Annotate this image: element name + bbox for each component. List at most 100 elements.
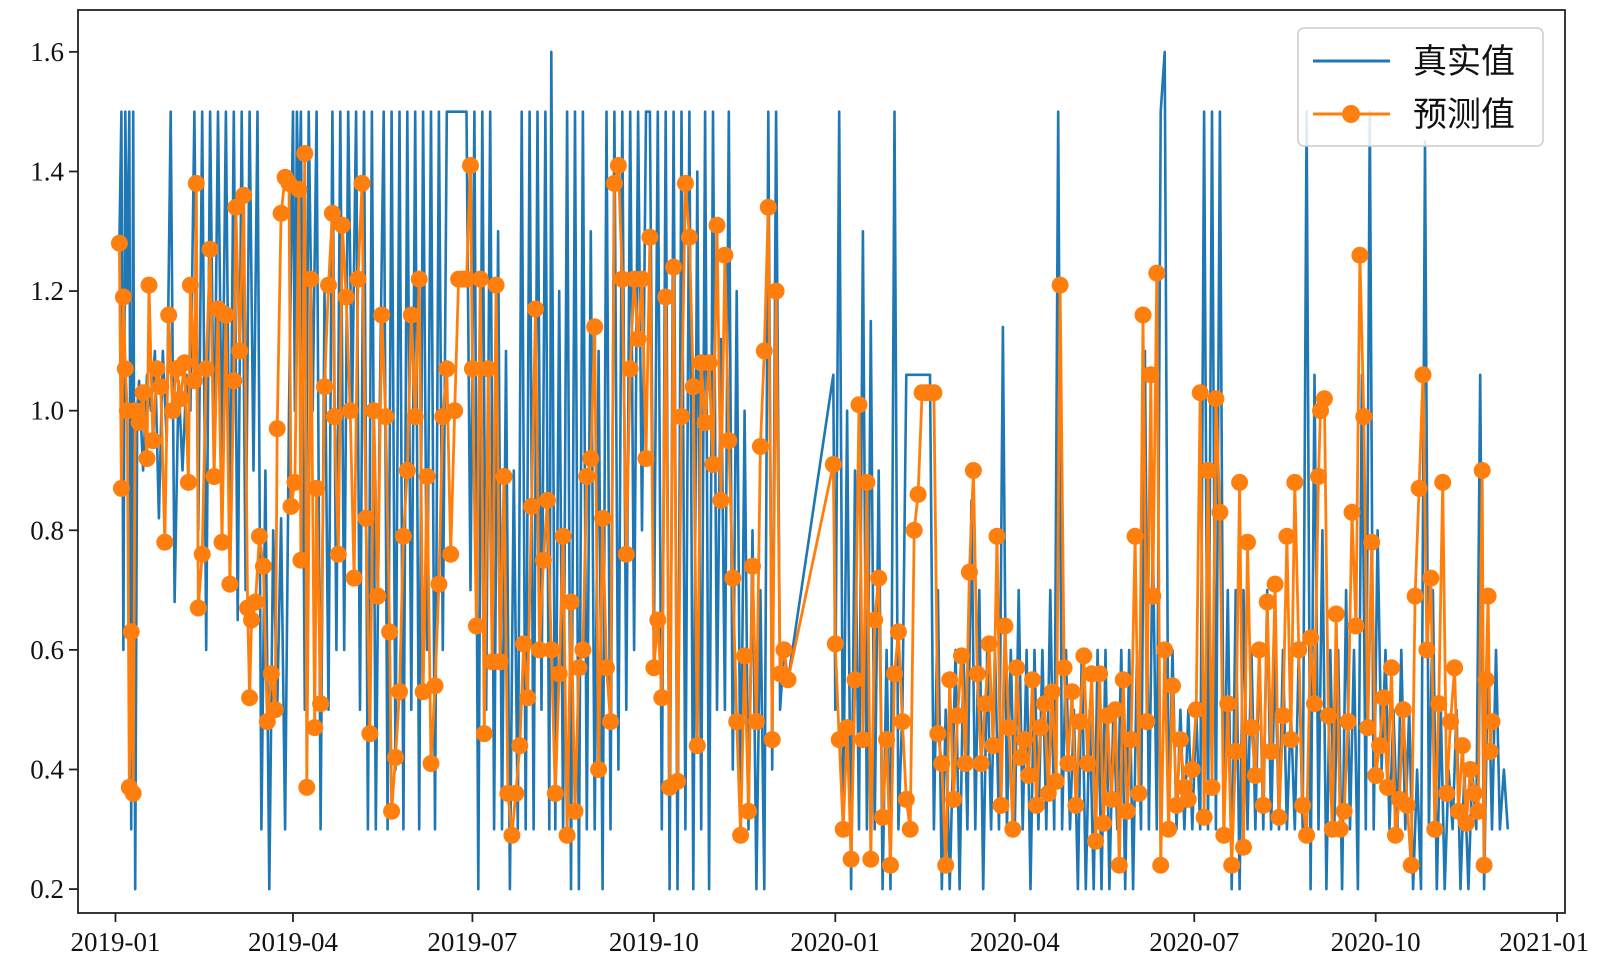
data-point (1207, 390, 1225, 408)
data-point (1134, 306, 1152, 324)
data-point (531, 641, 548, 659)
data-point (824, 456, 842, 473)
data-point (673, 408, 690, 426)
data-point (941, 671, 959, 689)
data-point (1079, 755, 1097, 772)
data-point (152, 378, 170, 396)
data-point (369, 587, 387, 605)
data-point (1347, 617, 1365, 635)
data-point (250, 527, 268, 545)
y-tick-label: 1.6 (30, 37, 64, 67)
data-point (633, 270, 651, 288)
data-point (1363, 533, 1381, 551)
data-point (1294, 796, 1312, 814)
data-point (846, 671, 864, 689)
data-point (704, 456, 722, 473)
data-point (377, 408, 395, 426)
data-point (1438, 784, 1456, 802)
x-tick-label: 2020-04 (970, 927, 1060, 957)
data-point (225, 372, 243, 390)
data-point (1195, 808, 1213, 826)
data-point (755, 342, 773, 360)
data-point (112, 479, 130, 497)
data-point (312, 695, 330, 713)
data-point (1160, 820, 1178, 838)
data-point (1266, 575, 1284, 593)
data-point (1039, 784, 1057, 802)
data-point (550, 665, 568, 683)
data-point (1410, 479, 1428, 497)
data-point (854, 731, 872, 749)
data-point (156, 533, 174, 551)
legend: 真实值 预测值 (1297, 27, 1544, 147)
data-point (323, 204, 341, 222)
data-point (189, 599, 207, 617)
data-point (866, 611, 884, 629)
data-point (1227, 743, 1245, 760)
data-point (1148, 264, 1166, 282)
data-point (1059, 755, 1077, 772)
data-point (138, 450, 156, 467)
data-point (1179, 790, 1197, 808)
data-point (637, 450, 655, 467)
x-tick-label: 2019-01 (70, 927, 160, 957)
data-point (665, 258, 683, 276)
data-point (282, 497, 300, 515)
data-point (268, 420, 286, 438)
data-point (471, 270, 489, 288)
data-point (306, 719, 324, 737)
x-tick-label: 2020-07 (1149, 927, 1239, 957)
data-point (1430, 695, 1448, 713)
data-point (1274, 707, 1292, 725)
data-point (426, 677, 444, 695)
data-point (972, 755, 990, 772)
data-point (724, 569, 742, 587)
data-point (1335, 802, 1353, 820)
data-point (201, 240, 219, 258)
data-point (1367, 767, 1385, 784)
x-tick-label: 2019-10 (609, 927, 699, 957)
data-point (507, 784, 525, 802)
data-point (442, 545, 460, 563)
data-point (387, 749, 404, 766)
data-point (988, 527, 1006, 545)
data-point (645, 659, 663, 677)
data-point (418, 468, 436, 485)
data-point (1286, 473, 1304, 491)
data-point (566, 802, 584, 820)
y-tick-label: 1.0 (30, 396, 64, 426)
data-point (882, 856, 899, 874)
data-point (1315, 390, 1333, 408)
data-point (669, 772, 686, 790)
data-point (381, 623, 399, 641)
data-point (519, 689, 537, 707)
data-point (1355, 408, 1373, 426)
data-point (446, 402, 464, 420)
data-point (262, 665, 280, 683)
data-point (1426, 820, 1444, 838)
series-line-1 (118, 50, 1510, 891)
data-point (1469, 802, 1487, 820)
data-point (316, 378, 333, 396)
data-point (479, 360, 497, 378)
data-point (1164, 677, 1181, 695)
data-point (534, 551, 552, 569)
data-point (515, 635, 533, 653)
data-point (1302, 629, 1320, 647)
data-point (1298, 826, 1316, 844)
data-point (1250, 641, 1268, 659)
data-point (144, 432, 162, 450)
data-point (1457, 814, 1475, 832)
data-point (1319, 707, 1337, 725)
data-point (1242, 719, 1260, 737)
data-point (712, 491, 730, 509)
x-tick-label: 2019-04 (248, 927, 338, 957)
data-point (1446, 659, 1464, 677)
data-point (747, 713, 765, 731)
data-point (373, 306, 391, 324)
data-point (1187, 701, 1205, 719)
data-point (1477, 671, 1495, 689)
data-point (751, 438, 769, 455)
data-point (763, 731, 781, 749)
